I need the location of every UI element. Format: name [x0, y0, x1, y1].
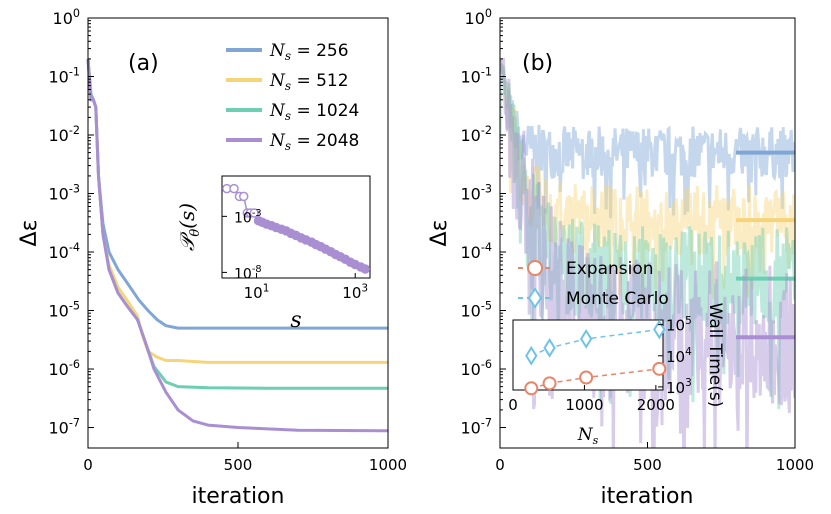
panel-a-ylabel: Δε — [17, 220, 42, 247]
inset-b-point — [579, 328, 593, 349]
inset-b-ylabel: Wall Time(s) — [705, 303, 725, 408]
inset-b-point — [652, 361, 667, 376]
panel-a-xlabel: iteration — [192, 484, 285, 509]
legend-label-1: Ns = 512 — [269, 71, 349, 93]
inset-b-line-1 — [531, 368, 660, 390]
y-tick-label: 10-7 — [460, 416, 492, 437]
inset-b-y-tick-label: 104 — [666, 346, 692, 366]
y-tick-label: 10-3 — [460, 182, 492, 203]
legend-label-2: Ns = 1024 — [269, 101, 359, 123]
y-tick-label: 10-4 — [48, 241, 80, 262]
inset-a-x-tick-label: 101 — [244, 282, 270, 302]
y-tick-label: 10-4 — [460, 241, 492, 262]
inset-b-point — [579, 370, 594, 385]
legend-label-1: Monte Carlo — [566, 289, 669, 309]
legend-label-0: Ns = 256 — [269, 41, 349, 63]
inset-b-x-tick-label: 0 — [508, 396, 518, 414]
y-tick-label: 10-5 — [48, 299, 80, 320]
y-tick-label: 10-1 — [460, 65, 492, 86]
panel-a-legend: Ns = 256 Ns = 512 Ns = 1024 Ns = 2048 — [226, 41, 359, 153]
y-tick-label: 10-2 — [48, 124, 80, 145]
inset-b-line-0 — [530, 328, 660, 357]
inset-b-x-tick-label: 2000 — [637, 396, 675, 414]
y-tick-label: 10-2 — [460, 124, 492, 145]
panel-a: 0 500 100010010-110-210-310-410-510-610-7 … — [17, 7, 407, 509]
inset-a-x-tick-label: 103 — [342, 282, 368, 302]
y-tick-label: 10-7 — [48, 416, 80, 437]
legend-label-0: Expansion — [566, 259, 654, 279]
y-tick-label: 10-6 — [460, 358, 492, 379]
y-tick-label: 100 — [53, 7, 80, 28]
inset-a-xlabel: s — [290, 308, 301, 333]
inset-a-point — [238, 191, 249, 202]
inset-b-xlabel: Ns — [577, 425, 599, 447]
inset-b-y-tick-label: 103 — [666, 377, 692, 397]
inset-a-point — [249, 208, 260, 218]
inset-b-x-tick-label: 1000 — [565, 396, 603, 414]
panel-a-inset: 101 103 10-3 10-8 s 𝒫θ(s) — [175, 175, 371, 333]
legend-label-3: Ns = 2048 — [269, 131, 359, 153]
x-tick-label: 500 — [633, 456, 662, 474]
panel-a-tag: (a) — [128, 51, 159, 76]
inset-a-point — [229, 183, 239, 194]
y-tick-label: 10-3 — [48, 182, 80, 203]
panel-b-legend: Expansion Monte Carlo — [518, 259, 669, 309]
x-tick-label: 500 — [224, 456, 253, 474]
panel-b: 0 500 100010010-110-210-310-410-510-610-7 … — [427, 7, 814, 509]
legend-marker-1 — [527, 287, 543, 309]
noisy-series-1 — [500, 58, 795, 307]
inset-b-point — [543, 337, 556, 358]
inset-a-ylabel: 𝒫θ(s) — [175, 203, 203, 251]
inset-a-point — [360, 264, 371, 274]
legend-marker-0 — [527, 260, 543, 276]
inset-a-y-tick-label: 10-8 — [234, 264, 262, 282]
x-tick-label: 0 — [495, 456, 505, 474]
y-tick-label: 10-5 — [460, 299, 492, 320]
y-tick-label: 100 — [465, 7, 492, 28]
inset-b-point — [525, 345, 538, 366]
series-line-3 — [86, 58, 389, 433]
panel-b-ylabel: Δε — [427, 220, 452, 247]
x-tick-label: 0 — [83, 456, 93, 474]
inset-b-point — [653, 319, 666, 340]
inset-a-y-tick-label: 10-3 — [234, 208, 262, 226]
y-tick-label: 10-6 — [48, 358, 80, 379]
inset-b-point — [542, 376, 557, 391]
inset-b-point — [524, 381, 539, 396]
panel-b-xlabel: iteration — [601, 484, 694, 509]
y-tick-label: 10-1 — [48, 65, 80, 86]
x-tick-label: 1000 — [369, 456, 407, 474]
x-tick-label: 1000 — [776, 456, 814, 474]
inset-b-y-tick-label: 105 — [666, 315, 692, 335]
panel-b-tag: (b) — [522, 51, 553, 76]
